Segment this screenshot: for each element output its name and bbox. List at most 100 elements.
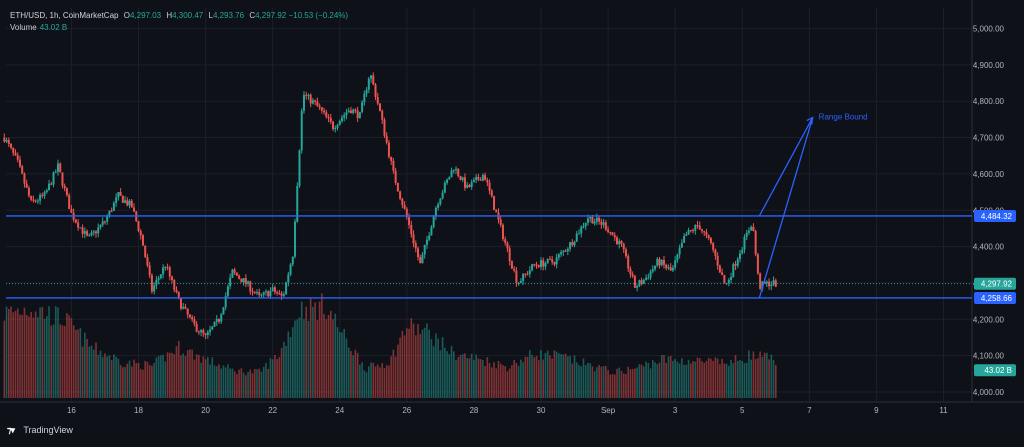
candle-up <box>153 285 156 292</box>
candle-down <box>501 224 504 240</box>
volume-bar <box>312 306 314 398</box>
volume-bar <box>636 367 638 398</box>
candle-up <box>5 139 8 142</box>
current-price-tag[interactable] <box>974 277 1016 290</box>
volume-bar <box>564 353 567 398</box>
volume-bar <box>63 325 66 398</box>
range-level-tag[interactable] <box>974 209 1016 222</box>
candle-up <box>367 78 370 90</box>
candle-up <box>528 270 531 275</box>
volume-bar <box>265 362 267 398</box>
volume-bar <box>236 374 238 398</box>
volume-bar <box>757 358 759 398</box>
candle-up <box>370 75 373 79</box>
volume-bar <box>403 335 406 398</box>
candle-down <box>144 245 147 257</box>
candle-down <box>417 248 420 258</box>
annotation-arrow-line[interactable] <box>758 117 814 299</box>
candle-up <box>345 112 348 116</box>
volume-bar <box>332 319 334 398</box>
candle-down <box>349 110 352 114</box>
candle-down <box>640 280 643 284</box>
volume-bar <box>410 318 413 398</box>
volume-label[interactable]: Volume <box>10 23 37 32</box>
candle-up <box>531 264 534 271</box>
range-level-tag[interactable] <box>974 291 1016 304</box>
candle-down <box>533 264 536 266</box>
volume-bar <box>683 364 685 398</box>
candle-down <box>768 281 771 287</box>
candle-up <box>226 286 229 296</box>
candle-down <box>12 147 15 153</box>
volume-bar <box>616 368 618 398</box>
annotation-text[interactable]: Range Bound <box>819 113 868 122</box>
candle-down <box>381 110 384 120</box>
price-axis-tick-label: 4,800.00 <box>973 97 1005 106</box>
symbol-label[interactable]: ETH/USD, 1h, CoinMarketCap <box>10 11 119 20</box>
candle-up <box>770 284 773 287</box>
candle-up <box>582 226 585 228</box>
volume-bar <box>61 325 64 398</box>
candle-down <box>119 192 122 196</box>
candle-up <box>256 292 259 294</box>
candle-down <box>314 100 317 102</box>
volume-bar <box>227 364 229 398</box>
volume-bar <box>137 362 140 398</box>
candle-down <box>21 166 24 174</box>
candle-down <box>631 274 634 277</box>
candle-up <box>365 89 368 94</box>
volume-bar <box>761 356 764 398</box>
candle-down <box>23 173 26 184</box>
candle-up <box>580 226 583 234</box>
candle-up <box>209 329 212 332</box>
low-value: 4,293.76 <box>212 11 245 20</box>
candle-down <box>233 269 236 273</box>
candle-up <box>517 283 520 285</box>
tradingview-branding[interactable]: ⁊▾ TradingView <box>7 425 73 436</box>
candle-up <box>745 232 748 237</box>
volume-value-tag[interactable] <box>974 364 1016 377</box>
volume-bar <box>323 314 325 398</box>
candle-down <box>616 237 619 245</box>
volume-bar <box>200 362 202 398</box>
annotation-arrow-line[interactable] <box>758 117 814 217</box>
high-value: 4,300.47 <box>172 11 204 20</box>
volume-bar <box>370 362 372 398</box>
volume-bar <box>327 314 330 398</box>
volume-bar <box>649 368 652 398</box>
volume-bar <box>457 357 460 398</box>
volume-bar <box>5 306 8 398</box>
candle-up <box>108 210 111 217</box>
volume-bar <box>562 354 565 398</box>
candle-down <box>374 84 377 98</box>
volume-bar <box>520 359 522 398</box>
candle-up <box>106 216 109 222</box>
volume-bar <box>195 354 198 398</box>
candle-down <box>734 264 737 266</box>
candle-up <box>593 221 596 224</box>
volume-bar <box>180 355 182 398</box>
volume-bar <box>613 374 616 398</box>
volume-bar <box>79 328 82 398</box>
current-price-tag-label: 4,297.92 <box>981 280 1013 289</box>
open-value: 4,297.03 <box>129 11 162 20</box>
volume-bar <box>766 352 768 398</box>
candle-down <box>392 160 395 171</box>
candle-down <box>188 314 191 318</box>
candle-up <box>618 240 621 245</box>
volume-bar <box>253 368 256 398</box>
volume-bar <box>698 358 701 398</box>
candle-down <box>320 107 323 111</box>
candle-down <box>551 259 554 262</box>
time-axis-tick-label: 28 <box>469 406 478 415</box>
candle-up <box>439 198 442 205</box>
candle-up <box>443 182 446 193</box>
volume-bar <box>488 363 491 398</box>
volume-bar <box>34 311 37 398</box>
candle-up <box>645 277 648 281</box>
candle-down <box>133 207 136 212</box>
candle-up <box>475 177 478 180</box>
volume-bar <box>513 359 515 398</box>
